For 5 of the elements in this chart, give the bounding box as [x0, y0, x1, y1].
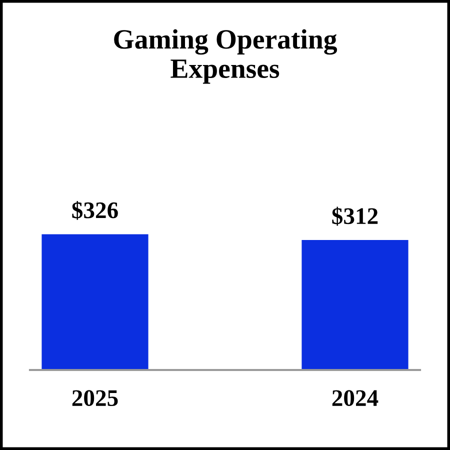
- data-label: $326: [72, 200, 118, 220]
- chart-title: Gaming Operating Expenses: [114, 29, 338, 84]
- data-label: $312: [332, 206, 378, 226]
- x-tick-label: 2025: [72, 390, 118, 406]
- x-tick-label: 2024: [332, 390, 378, 406]
